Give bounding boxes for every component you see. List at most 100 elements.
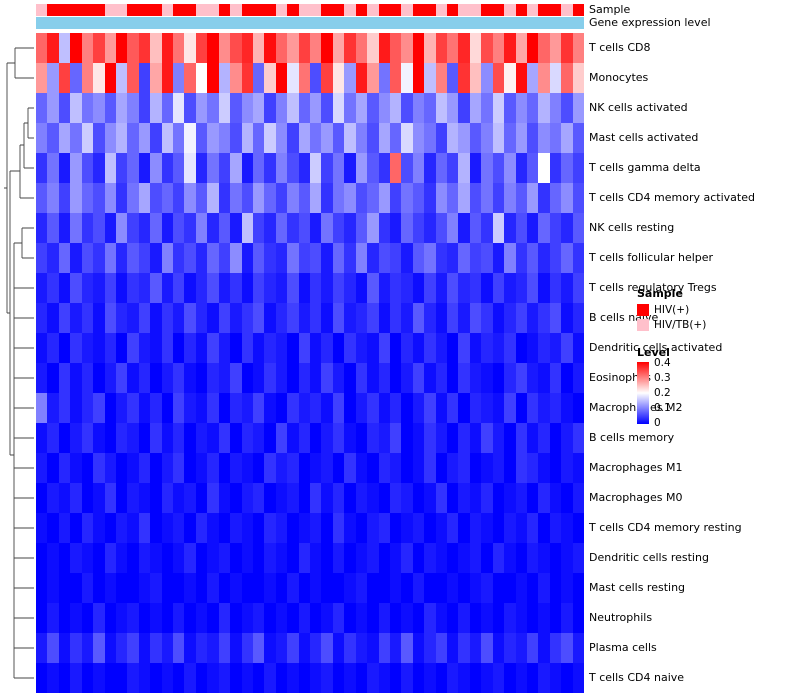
heatmap-cell: [344, 543, 356, 573]
heatmap-cell: [93, 183, 105, 213]
heatmap-cell: [287, 453, 299, 483]
heatmap-cell: [469, 453, 482, 483]
heatmap-cell: [173, 423, 185, 453]
heatmap-cell: [435, 333, 447, 363]
sample-annotation-cell: [412, 4, 425, 16]
heatmap-cell: [492, 513, 505, 543]
heatmap-cell: [36, 243, 48, 273]
heatmap-cell: [458, 393, 470, 423]
heatmap-cell: [207, 423, 219, 453]
heatmap-cell: [104, 153, 116, 183]
sample-annotation-cell: [275, 4, 288, 16]
heatmap-cell: [572, 483, 584, 513]
heatmap-cell: [115, 363, 128, 393]
heatmap-cell: [173, 243, 185, 273]
level-legend: Level 0.4 0.3 0.2 0.1 0: [637, 346, 797, 434]
heatmap-cell: [70, 543, 82, 573]
heatmap-cell: [355, 183, 368, 213]
heatmap-cell: [275, 33, 288, 63]
heatmap-cell: [184, 33, 196, 63]
heatmap-cell: [58, 243, 71, 273]
heatmap-cell: [275, 453, 288, 483]
heatmap-cell: [458, 243, 470, 273]
sample-annotation-cell: [378, 4, 390, 16]
heatmap-cell: [344, 183, 356, 213]
heatmap-cell: [81, 543, 94, 573]
heatmap-cell: [447, 303, 459, 333]
heatmap-cell: [447, 123, 459, 153]
heatmap-cell: [538, 483, 550, 513]
heatmap-cell: [401, 603, 413, 633]
heatmap-cell: [355, 213, 368, 243]
heatmap-cell: [332, 663, 345, 693]
heatmap-cell: [127, 33, 139, 63]
heatmap-cell: [469, 393, 482, 423]
heatmap-cell: [218, 213, 231, 243]
heatmap-cell: [195, 303, 208, 333]
heatmap-cell: [173, 333, 185, 363]
heatmap-cell: [469, 153, 482, 183]
heatmap-cell: [367, 483, 379, 513]
heatmap-cell: [469, 303, 482, 333]
heatmap-cell: [241, 663, 253, 693]
heatmap-cell: [115, 633, 128, 663]
heatmap-cell: [252, 243, 265, 273]
heatmap-cell: [93, 633, 105, 663]
legend-swatch: [637, 304, 649, 316]
heatmap-cell: [298, 453, 310, 483]
heatmap-cell: [241, 543, 253, 573]
heatmap-cell: [218, 573, 231, 603]
heatmap-cell: [469, 213, 482, 243]
heatmap-cell: [389, 303, 402, 333]
heatmap-cell: [504, 423, 516, 453]
heatmap-cell: [264, 93, 276, 123]
heatmap-cell: [115, 573, 128, 603]
heatmap-cell: [526, 543, 539, 573]
heatmap-cell: [150, 153, 162, 183]
heatmap-cell: [184, 273, 196, 303]
heatmap-cell: [458, 513, 470, 543]
heatmap-cell: [298, 123, 310, 153]
heatmap-cell: [104, 423, 116, 453]
heatmap-cell: [252, 303, 265, 333]
heatmap-cell: [138, 453, 151, 483]
heatmap-cell: [173, 663, 185, 693]
heatmap-cell: [195, 33, 208, 63]
heatmap-cell: [127, 603, 139, 633]
heatmap-cell: [104, 453, 116, 483]
heatmap-cell: [492, 363, 505, 393]
heatmap-cell: [458, 93, 470, 123]
heatmap-cell: [241, 123, 253, 153]
heatmap-cell: [412, 363, 425, 393]
heatmap-cell: [367, 363, 379, 393]
heatmap-cell: [332, 183, 345, 213]
heatmap-cell: [321, 633, 333, 663]
heatmap-cell: [412, 183, 425, 213]
heatmap-cell: [526, 273, 539, 303]
heatmap-cell: [58, 363, 71, 393]
heatmap-cell: [572, 423, 584, 453]
heatmap-cell: [93, 273, 105, 303]
heatmap-cell: [264, 123, 276, 153]
heatmap-cell: [58, 573, 71, 603]
heatmap-cell: [150, 543, 162, 573]
sample-annotation-cell: [195, 4, 208, 16]
sample-annotation-cell: [252, 4, 265, 16]
heatmap-cell: [47, 513, 59, 543]
heatmap-cell: [447, 483, 459, 513]
heatmap-cell: [549, 33, 562, 63]
heatmap-cell: [138, 333, 151, 363]
heatmap-cell: [310, 273, 322, 303]
heatmap-cell: [481, 543, 493, 573]
heatmap-cell: [321, 33, 333, 63]
heatmap-cell: [355, 483, 368, 513]
heatmap-cell: [526, 123, 539, 153]
heatmap-cell: [241, 363, 253, 393]
heatmap-cell: [367, 513, 379, 543]
heatmap-cell: [81, 483, 94, 513]
heatmap-cell: [481, 93, 493, 123]
heatmap-cell: [161, 423, 173, 453]
heatmap-cell: [161, 363, 173, 393]
row-label: Dendritic cells resting: [589, 551, 709, 564]
heatmap-cell: [367, 573, 379, 603]
